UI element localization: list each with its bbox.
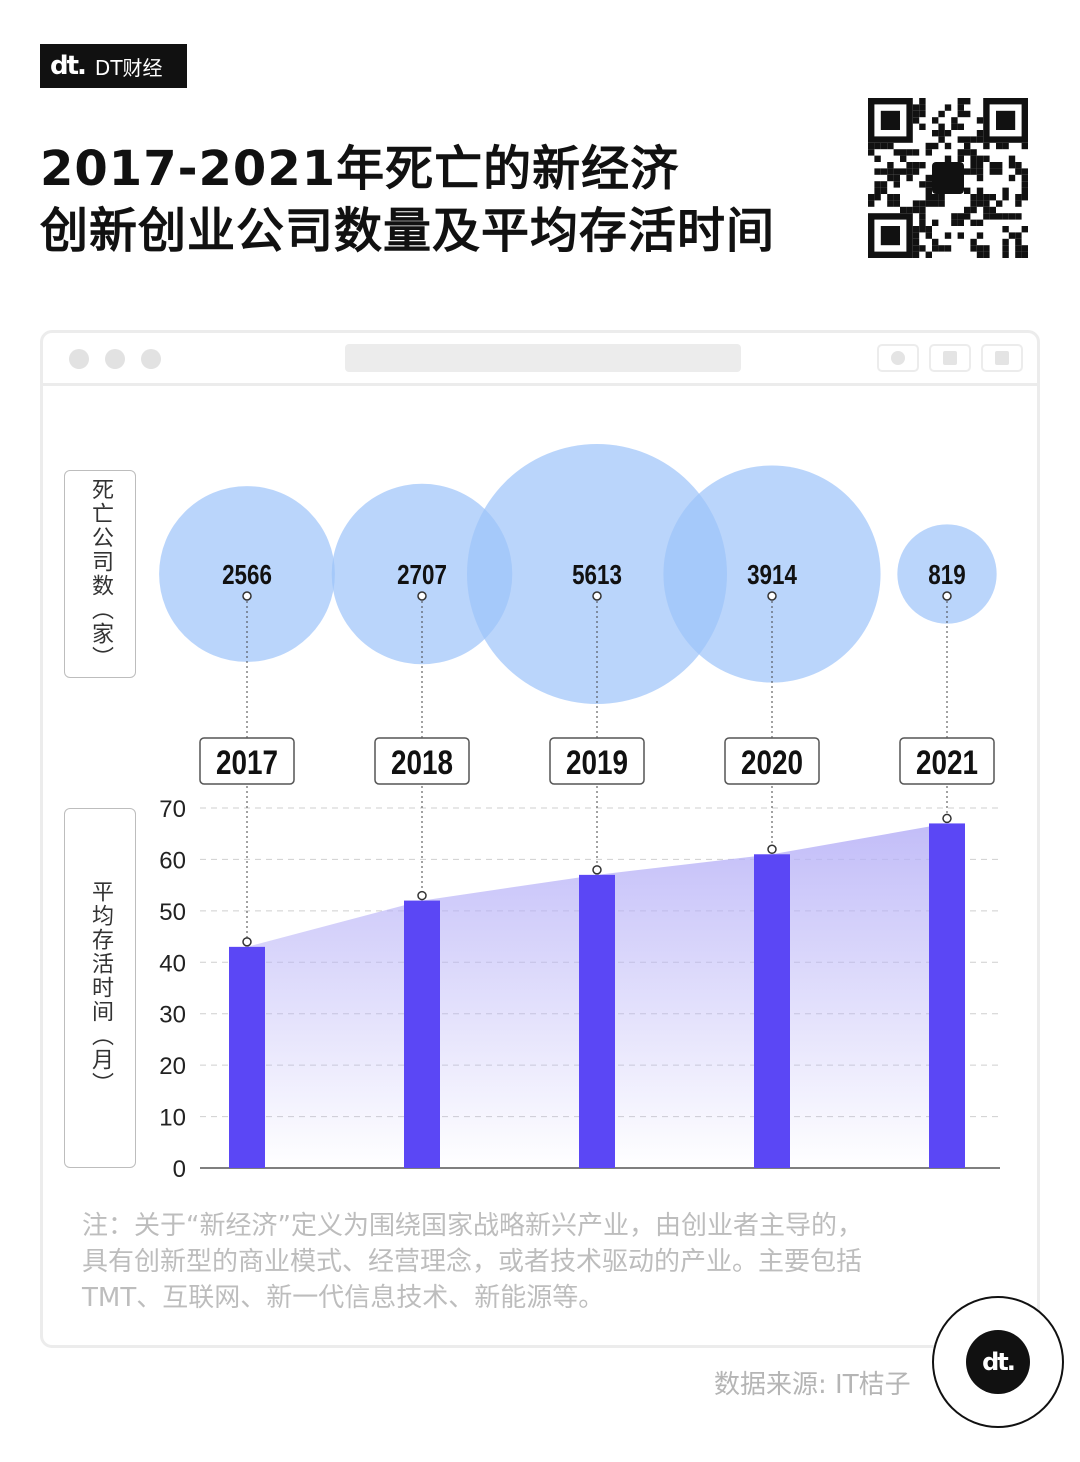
bubble-axis-label-box: 死亡公司数（家）: [64, 470, 136, 678]
brand-stamp-logo: dt.: [966, 1330, 1030, 1394]
y-tick-label: 20: [159, 1053, 186, 1080]
bar-top-dot: [942, 813, 952, 824]
bar-2019: [579, 874, 615, 1168]
window-minimize-dot: [105, 349, 125, 369]
bar-2017: [229, 946, 265, 1168]
bubble-2021: [897, 524, 997, 624]
bar-top-dot: [242, 937, 252, 947]
bar-axis-label-box: 平均存活时间（月）: [64, 808, 136, 1168]
bar-2020: [754, 854, 790, 1168]
record-icon: [877, 344, 919, 372]
brand-badge: dt. DT财经: [40, 44, 187, 88]
bubble-2020: [663, 465, 881, 683]
year-label-box: [724, 737, 820, 785]
bubble-2017: [159, 486, 335, 662]
bubble-value-label: 5613: [572, 560, 622, 591]
bar-2021: [929, 823, 965, 1168]
x-category-label: 2021: [916, 743, 978, 781]
bubble-value-label: 3914: [747, 560, 797, 591]
bubble-anchor-dot: [417, 591, 427, 601]
x-category-label: 2018: [391, 743, 453, 781]
bubble-value-label: 819: [928, 560, 965, 591]
bubble-value-label: 2707: [397, 560, 447, 591]
x-category-label: 2019: [566, 743, 628, 781]
address-bar: [345, 344, 741, 372]
chart-note: 注：关于“新经济”定义为围绕国家战略新兴产业，由创业者主导的，具有创新型的商业模…: [82, 1211, 863, 1313]
copy-icon: [981, 344, 1023, 372]
bubble-2018: [331, 483, 513, 665]
window-toolbar: [43, 333, 1037, 386]
y-tick-label: 10: [159, 1105, 186, 1132]
y-tick-label: 30: [159, 1002, 186, 1029]
bar-top-dot: [767, 844, 777, 855]
year-label-box: [899, 737, 995, 785]
bar-top-dot: [592, 865, 602, 875]
brand-name: DT财经: [94, 55, 163, 80]
data-source: 数据来源: IT桔子: [714, 1370, 911, 1400]
page-title: 2017-2021年死亡的新经济 创新创业公司数量及平均存活时间: [40, 138, 775, 262]
y-tick-label: 0: [173, 1156, 186, 1183]
window-close-dot: [69, 349, 89, 369]
bubble-anchor-dot: [942, 591, 952, 601]
share-icon: [929, 344, 971, 372]
year-label-box: [549, 737, 645, 785]
bubble-anchor-dot: [592, 591, 602, 601]
brand-logo: dt.: [50, 51, 87, 81]
bubble-anchor-dot: [242, 591, 252, 601]
bar-2018: [404, 900, 440, 1168]
x-category-label: 2017: [216, 743, 278, 781]
qr-code: [868, 98, 1028, 258]
y-tick-label: 50: [159, 899, 186, 926]
bubble-value-label: 2566: [222, 560, 272, 591]
year-label-box: [374, 737, 470, 785]
y-tick-label: 70: [159, 796, 186, 823]
x-category-label: 2020: [741, 743, 803, 781]
bubble-anchor-dot: [767, 591, 777, 601]
bar-top-dot: [417, 890, 427, 901]
bar-axis-label: 平均存活时间（月）: [88, 880, 113, 1096]
bubble-2019: [467, 444, 727, 704]
y-tick-label: 60: [159, 847, 186, 874]
y-tick-label: 40: [159, 950, 186, 977]
window-maximize-dot: [141, 349, 161, 369]
year-label-box: [199, 737, 295, 785]
brand-stamp: dt.: [932, 1296, 1064, 1428]
title-line-1: 2017-2021年死亡的新经济: [40, 141, 680, 197]
bubble-axis-label: 死亡公司数（家）: [88, 478, 113, 670]
title-line-2: 创新创业公司数量及平均存活时间: [40, 203, 776, 259]
